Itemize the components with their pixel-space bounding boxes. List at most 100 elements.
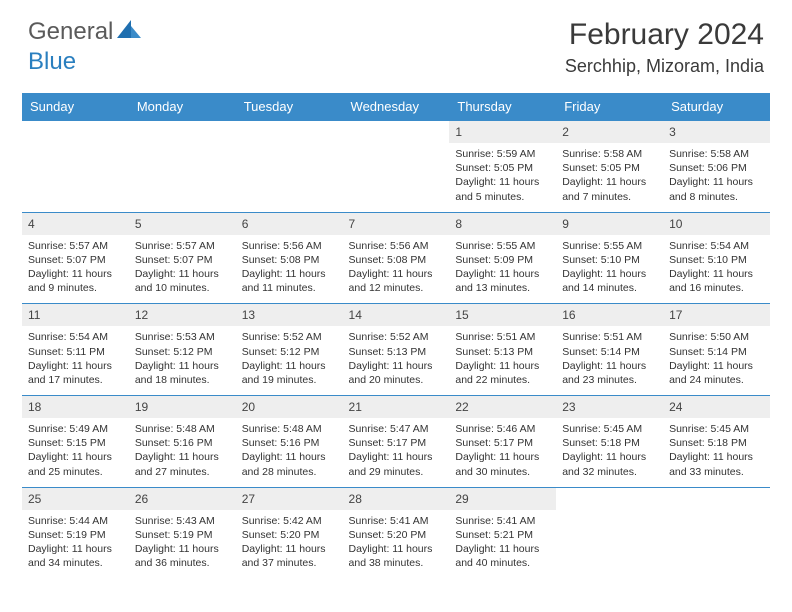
sunrise-text: Sunrise: 5:53 AM bbox=[135, 330, 230, 344]
sunrise-text: Sunrise: 5:58 AM bbox=[562, 147, 657, 161]
day-cell: 4Sunrise: 5:57 AMSunset: 5:07 PMDaylight… bbox=[22, 212, 129, 304]
day-cell: 19Sunrise: 5:48 AMSunset: 5:16 PMDayligh… bbox=[129, 396, 236, 488]
sunset-text: Sunset: 5:10 PM bbox=[669, 253, 764, 267]
sunset-text: Sunset: 5:14 PM bbox=[562, 345, 657, 359]
day-data: Sunrise: 5:52 AMSunset: 5:13 PMDaylight:… bbox=[343, 326, 450, 395]
sunrise-text: Sunrise: 5:52 AM bbox=[349, 330, 444, 344]
week-row: 11Sunrise: 5:54 AMSunset: 5:11 PMDayligh… bbox=[22, 304, 770, 396]
day-cell: 8Sunrise: 5:55 AMSunset: 5:09 PMDaylight… bbox=[449, 212, 556, 304]
day-cell bbox=[236, 121, 343, 213]
day-cell: 11Sunrise: 5:54 AMSunset: 5:11 PMDayligh… bbox=[22, 304, 129, 396]
sunrise-text: Sunrise: 5:55 AM bbox=[562, 239, 657, 253]
dow-cell: Thursday bbox=[449, 93, 556, 121]
daylight-text: Daylight: 11 hours and 23 minutes. bbox=[562, 359, 657, 387]
sunset-text: Sunset: 5:06 PM bbox=[669, 161, 764, 175]
day-cell: 28Sunrise: 5:41 AMSunset: 5:20 PMDayligh… bbox=[343, 487, 450, 578]
sunrise-text: Sunrise: 5:41 AM bbox=[455, 514, 550, 528]
day-data: Sunrise: 5:50 AMSunset: 5:14 PMDaylight:… bbox=[663, 326, 770, 395]
day-data bbox=[22, 143, 129, 201]
day-data: Sunrise: 5:43 AMSunset: 5:19 PMDaylight:… bbox=[129, 510, 236, 579]
sunrise-text: Sunrise: 5:47 AM bbox=[349, 422, 444, 436]
sunset-text: Sunset: 5:20 PM bbox=[242, 528, 337, 542]
day-number: 8 bbox=[449, 213, 556, 235]
day-cell: 16Sunrise: 5:51 AMSunset: 5:14 PMDayligh… bbox=[556, 304, 663, 396]
day-cell: 5Sunrise: 5:57 AMSunset: 5:07 PMDaylight… bbox=[129, 212, 236, 304]
day-cell: 1Sunrise: 5:59 AMSunset: 5:05 PMDaylight… bbox=[449, 121, 556, 213]
dow-cell: Monday bbox=[129, 93, 236, 121]
week-row: 4Sunrise: 5:57 AMSunset: 5:07 PMDaylight… bbox=[22, 212, 770, 304]
day-cell bbox=[663, 487, 770, 578]
daylight-text: Daylight: 11 hours and 12 minutes. bbox=[349, 267, 444, 295]
day-data: Sunrise: 5:46 AMSunset: 5:17 PMDaylight:… bbox=[449, 418, 556, 487]
sunset-text: Sunset: 5:19 PM bbox=[28, 528, 123, 542]
daylight-text: Daylight: 11 hours and 34 minutes. bbox=[28, 542, 123, 570]
sunrise-text: Sunrise: 5:45 AM bbox=[669, 422, 764, 436]
day-number: 21 bbox=[343, 396, 450, 418]
sunset-text: Sunset: 5:18 PM bbox=[562, 436, 657, 450]
day-cell: 18Sunrise: 5:49 AMSunset: 5:15 PMDayligh… bbox=[22, 396, 129, 488]
day-cell: 12Sunrise: 5:53 AMSunset: 5:12 PMDayligh… bbox=[129, 304, 236, 396]
location: Serchhip, Mizoram, India bbox=[565, 56, 764, 77]
day-number bbox=[556, 488, 663, 510]
sunset-text: Sunset: 5:09 PM bbox=[455, 253, 550, 267]
day-data: Sunrise: 5:59 AMSunset: 5:05 PMDaylight:… bbox=[449, 143, 556, 212]
day-data: Sunrise: 5:41 AMSunset: 5:20 PMDaylight:… bbox=[343, 510, 450, 579]
sunrise-text: Sunrise: 5:50 AM bbox=[669, 330, 764, 344]
day-number bbox=[236, 121, 343, 143]
sunset-text: Sunset: 5:13 PM bbox=[349, 345, 444, 359]
sunset-text: Sunset: 5:10 PM bbox=[562, 253, 657, 267]
daylight-text: Daylight: 11 hours and 27 minutes. bbox=[135, 450, 230, 478]
daylight-text: Daylight: 11 hours and 10 minutes. bbox=[135, 267, 230, 295]
day-cell: 15Sunrise: 5:51 AMSunset: 5:13 PMDayligh… bbox=[449, 304, 556, 396]
sunset-text: Sunset: 5:12 PM bbox=[135, 345, 230, 359]
day-data: Sunrise: 5:44 AMSunset: 5:19 PMDaylight:… bbox=[22, 510, 129, 579]
day-number: 12 bbox=[129, 304, 236, 326]
daylight-text: Daylight: 11 hours and 25 minutes. bbox=[28, 450, 123, 478]
daylight-text: Daylight: 11 hours and 40 minutes. bbox=[455, 542, 550, 570]
day-data bbox=[556, 510, 663, 568]
sunrise-text: Sunrise: 5:46 AM bbox=[455, 422, 550, 436]
day-cell: 7Sunrise: 5:56 AMSunset: 5:08 PMDaylight… bbox=[343, 212, 450, 304]
sunrise-text: Sunrise: 5:56 AM bbox=[242, 239, 337, 253]
day-number bbox=[663, 488, 770, 510]
day-number: 25 bbox=[22, 488, 129, 510]
day-cell: 9Sunrise: 5:55 AMSunset: 5:10 PMDaylight… bbox=[556, 212, 663, 304]
day-number bbox=[343, 121, 450, 143]
day-number: 13 bbox=[236, 304, 343, 326]
day-data: Sunrise: 5:57 AMSunset: 5:07 PMDaylight:… bbox=[129, 235, 236, 304]
day-number: 20 bbox=[236, 396, 343, 418]
day-of-week-row: Sunday Monday Tuesday Wednesday Thursday… bbox=[22, 93, 770, 121]
daylight-text: Daylight: 11 hours and 38 minutes. bbox=[349, 542, 444, 570]
day-cell: 23Sunrise: 5:45 AMSunset: 5:18 PMDayligh… bbox=[556, 396, 663, 488]
day-number bbox=[22, 121, 129, 143]
day-cell bbox=[343, 121, 450, 213]
sunset-text: Sunset: 5:11 PM bbox=[28, 345, 123, 359]
dow-cell: Saturday bbox=[663, 93, 770, 121]
daylight-text: Daylight: 11 hours and 32 minutes. bbox=[562, 450, 657, 478]
day-number: 27 bbox=[236, 488, 343, 510]
sunrise-text: Sunrise: 5:54 AM bbox=[669, 239, 764, 253]
sunset-text: Sunset: 5:16 PM bbox=[242, 436, 337, 450]
logo-triangle-icon bbox=[117, 20, 143, 45]
day-number: 15 bbox=[449, 304, 556, 326]
day-number: 3 bbox=[663, 121, 770, 143]
sunrise-text: Sunrise: 5:56 AM bbox=[349, 239, 444, 253]
logo: General bbox=[28, 18, 145, 46]
day-data: Sunrise: 5:49 AMSunset: 5:15 PMDaylight:… bbox=[22, 418, 129, 487]
daylight-text: Daylight: 11 hours and 11 minutes. bbox=[242, 267, 337, 295]
sunset-text: Sunset: 5:17 PM bbox=[455, 436, 550, 450]
day-data: Sunrise: 5:41 AMSunset: 5:21 PMDaylight:… bbox=[449, 510, 556, 579]
day-cell: 22Sunrise: 5:46 AMSunset: 5:17 PMDayligh… bbox=[449, 396, 556, 488]
day-data: Sunrise: 5:52 AMSunset: 5:12 PMDaylight:… bbox=[236, 326, 343, 395]
day-cell: 27Sunrise: 5:42 AMSunset: 5:20 PMDayligh… bbox=[236, 487, 343, 578]
title-block: February 2024 Serchhip, Mizoram, India bbox=[565, 18, 764, 77]
daylight-text: Daylight: 11 hours and 16 minutes. bbox=[669, 267, 764, 295]
day-number: 6 bbox=[236, 213, 343, 235]
sunset-text: Sunset: 5:05 PM bbox=[455, 161, 550, 175]
day-cell: 13Sunrise: 5:52 AMSunset: 5:12 PMDayligh… bbox=[236, 304, 343, 396]
day-cell: 25Sunrise: 5:44 AMSunset: 5:19 PMDayligh… bbox=[22, 487, 129, 578]
daylight-text: Daylight: 11 hours and 33 minutes. bbox=[669, 450, 764, 478]
day-data: Sunrise: 5:45 AMSunset: 5:18 PMDaylight:… bbox=[663, 418, 770, 487]
day-cell: 10Sunrise: 5:54 AMSunset: 5:10 PMDayligh… bbox=[663, 212, 770, 304]
day-data: Sunrise: 5:56 AMSunset: 5:08 PMDaylight:… bbox=[343, 235, 450, 304]
